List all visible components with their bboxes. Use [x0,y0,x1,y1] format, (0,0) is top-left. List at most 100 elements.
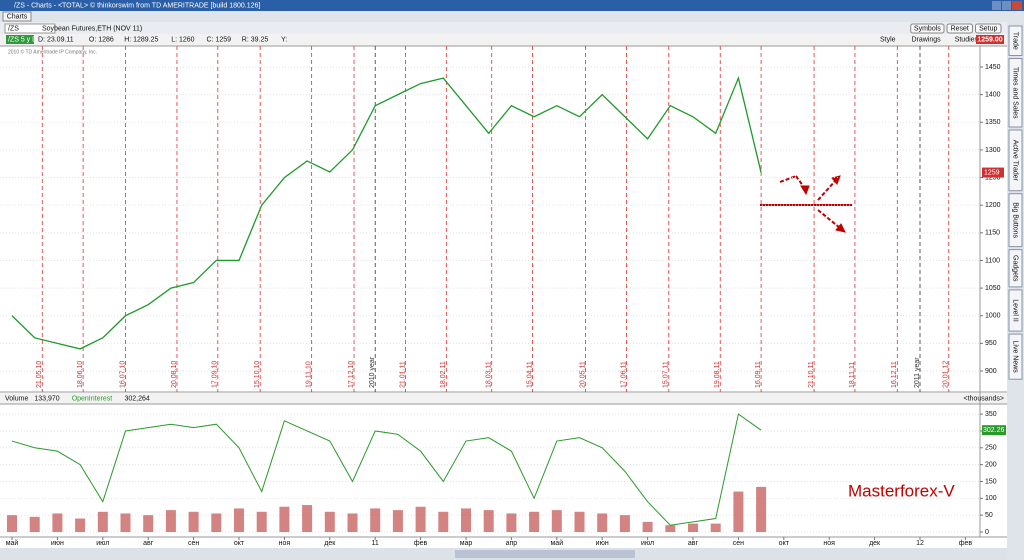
chart-tool[interactable]: Studies [955,36,979,43]
tab-label[interactable]: Charts [7,13,28,20]
toolbar-button[interactable] [910,23,945,34]
chart-tool[interactable]: Style [880,36,896,43]
symbol-tag [6,35,34,44]
side-tab[interactable] [1008,289,1023,332]
last-price-box [976,35,1004,44]
legend-value: 133,970 [34,395,59,402]
volume-bar [143,515,154,532]
tab-bar [0,11,1024,22]
info-field: Y: [281,36,287,43]
volume-bar [574,511,585,532]
date-marker-label: 20.08.10 [171,361,178,388]
volume-bar [733,491,744,532]
arrow [779,175,797,183]
side-tab-label[interactable]: Big Buttons [1012,202,1019,238]
volume-bar [642,521,653,532]
date-marker-label: 15.04.11 [526,361,533,388]
toolbar-button[interactable] [975,23,1002,34]
y-tick-label: 1150 [985,230,1000,237]
y-tick-label: 250 [985,445,997,452]
date-marker-label: 2011 year [914,357,921,388]
side-tab-label[interactable]: Level II [1012,299,1019,322]
info-field: L: 1260 [171,36,194,43]
y-tick-label: 1450 [985,64,1001,71]
arrow-head [800,185,810,196]
oi-marker: 302.26 [983,427,1005,434]
charts-tab[interactable] [2,11,32,22]
x-tick-label: июл [641,540,654,547]
volume-bar [302,505,313,532]
date-marker-label: 21.10.11 [808,361,815,388]
toolbar-button[interactable] [946,23,973,34]
volume-bar [97,511,108,532]
maximize-button[interactable] [1002,1,1011,10]
side-tab-label[interactable]: Live News [1012,341,1019,374]
volume-bar [710,523,721,532]
y-tick-label: 150 [985,478,997,485]
volume-bar [7,515,17,532]
toolbar [0,22,1024,34]
y-tick-label: 950 [985,340,997,347]
toolbar-button-label[interactable]: Setup [979,25,997,32]
volume-bar [234,508,244,532]
symbol-tag-text: /ZS 5 y D [8,36,37,43]
title-bar [0,0,1024,11]
y-tick-label: 1350 [985,119,1001,126]
side-tab-label[interactable]: Gadgets [1012,255,1019,282]
close-button[interactable] [1012,1,1022,10]
symbol-input[interactable] [4,23,56,34]
volume-bar [279,506,290,532]
side-tab[interactable] [1008,193,1023,248]
date-marker-label: 17.09.10 [212,361,219,388]
side-tab-label[interactable]: Active Trader [1012,140,1019,182]
date-marker-label: 20.01.12 [943,361,950,388]
date-marker-label: 19.11.10 [305,361,312,388]
side-tab[interactable] [1008,129,1023,192]
x-tick-label: 11 [372,540,379,547]
x-tick-label: дек [869,540,881,547]
arrow [817,179,837,201]
volume-bar [665,525,676,532]
volume-bar [483,510,494,532]
volume-bar [165,510,176,532]
side-tab-label[interactable]: Trade [1012,32,1019,50]
volume-bar [52,513,63,532]
side-tab-label[interactable]: Times and Sales [1012,67,1019,119]
x-tick-label: май [6,539,19,547]
y-tick-label: 350 [985,411,997,418]
volume-bar [256,511,267,532]
info-strip [0,34,1024,46]
minimize-button[interactable] [992,1,1001,10]
x-tick-label: июн [51,540,64,547]
copyright: 2010 © TD Ameritrade IP Company, Inc. [8,48,97,55]
forecast-drawing [760,175,852,233]
x-tick-label: апр [506,540,518,547]
open-interest-line [11,413,762,526]
symbol-text[interactable]: /ZS [8,25,19,32]
side-tab[interactable] [1008,58,1023,128]
info-field: C: 1259 [207,36,232,43]
x-tick-label: окт [779,540,790,547]
date-marker-label: 15.07.11 [663,361,670,388]
date-marker-label: 18.02.11 [440,361,447,388]
volume-bar [506,513,517,532]
volume-bar [438,511,449,532]
price-marker: 1259 [984,169,1000,176]
chart-tool[interactable]: Drawings [912,36,942,43]
x-tick-label: ноя [279,540,291,547]
side-tab[interactable] [1008,333,1023,380]
price-marker-box [982,167,1004,178]
side-tab[interactable] [1008,249,1023,288]
arrow-head [831,175,841,185]
toolbar-button-label[interactable]: Symbols [914,25,941,32]
date-marker-label: 18.03.11 [486,361,493,388]
info-field: H: 1289.25 [124,36,158,43]
volume-bar [529,511,540,532]
arrow [817,209,841,229]
side-tab[interactable] [1008,25,1023,56]
toolbar-button-label[interactable]: Reset [951,25,969,32]
scroll-thumb[interactable] [455,550,635,558]
x-tick-label: 12 [916,540,924,547]
volume-bar [415,506,426,532]
